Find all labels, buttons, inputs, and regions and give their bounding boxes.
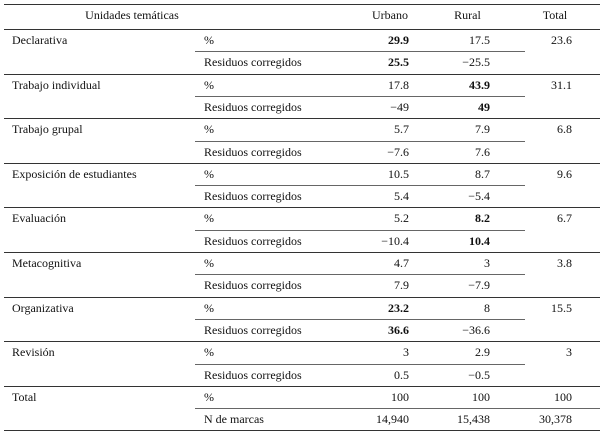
group-name: Trabajo grupal (12, 122, 83, 137)
rule (195, 185, 525, 187)
cell: 10.5 (388, 166, 409, 181)
cell: 9.6 (557, 166, 572, 181)
row-label: % (204, 211, 214, 226)
cell: 23.2 (388, 300, 409, 315)
cell: 17.8 (388, 77, 409, 92)
cell: 3 (566, 345, 572, 360)
header-cell: Total (542, 8, 568, 22)
cell: 6.8 (557, 122, 572, 137)
rule (195, 51, 525, 53)
cell: 8 (484, 300, 490, 315)
rule (4, 29, 600, 30)
rule (4, 207, 600, 209)
cell: 10.4 (469, 233, 490, 248)
header-cell: Unidades temáticas (85, 8, 179, 22)
cell: −10.4 (381, 233, 409, 248)
cell: 5.4 (394, 189, 409, 204)
cell: 2.9 (475, 345, 490, 360)
rule (195, 408, 600, 410)
rule (4, 252, 600, 253)
cell: 30,378 (539, 412, 572, 427)
row-label: % (204, 345, 214, 360)
cell: 49 (478, 99, 490, 114)
row-label: Residuos corregidos (204, 144, 302, 159)
row-label: Residuos corregidos (204, 233, 302, 248)
rule (195, 229, 525, 231)
rule (195, 274, 525, 276)
cell: 3.8 (557, 256, 572, 270)
row-label: Residuos corregidos (204, 55, 302, 70)
rule (4, 385, 600, 387)
row-label: Residuos corregidos (204, 189, 302, 204)
row-label: Residuos corregidos (204, 367, 302, 382)
row-label: % (204, 256, 214, 270)
cell: 100 (391, 389, 409, 404)
cell: −5.4 (468, 189, 490, 204)
row-label: Residuos corregidos (204, 322, 302, 337)
row-label: % (204, 300, 214, 315)
header-cell: Rural (454, 8, 481, 22)
cell: 4.7 (394, 256, 409, 270)
row-label: % (204, 122, 214, 137)
row-label: % (204, 166, 214, 181)
cell: 8.2 (475, 211, 490, 226)
row-label: Residuos corregidos (204, 278, 302, 293)
cell: 31.1 (551, 77, 572, 92)
cell: −49 (390, 99, 409, 114)
cell: 14,940 (376, 412, 409, 427)
cell: 25.5 (388, 55, 409, 70)
cell: −25.5 (462, 55, 490, 70)
group-name: Declarativa (12, 33, 68, 47)
cell: 100 (554, 389, 572, 404)
row-label: N de marcas (204, 412, 264, 427)
cell: 15.5 (551, 300, 572, 315)
group-name: Exposición de estudiantes (12, 166, 137, 181)
cell: −36.6 (462, 322, 490, 337)
cell: 5.7 (394, 122, 409, 137)
rule (4, 430, 600, 432)
rule (195, 318, 525, 320)
rule (195, 140, 525, 142)
cell: 6.7 (557, 211, 572, 226)
cell: 7.9 (394, 278, 409, 293)
group-name: Trabajo individual (12, 77, 101, 92)
rule (4, 296, 600, 298)
group-name: Total (12, 389, 37, 404)
row-label: % (204, 33, 214, 47)
header-cell: Urbano (372, 8, 408, 22)
row-label: % (204, 389, 214, 404)
rule (4, 73, 600, 75)
cell: 36.6 (388, 322, 409, 337)
cell: 43.9 (469, 77, 490, 92)
rule (4, 118, 600, 120)
row-label: % (204, 77, 214, 92)
cell: 8.7 (475, 166, 490, 181)
group-name: Revisión (12, 345, 55, 360)
cell: 7.6 (475, 144, 490, 159)
cell: 3 (484, 256, 490, 270)
cell: −7.6 (387, 144, 409, 159)
group-name: Evaluación (12, 211, 66, 226)
cell: 23.6 (551, 33, 572, 47)
cell: 7.9 (475, 122, 490, 137)
cell: 100 (472, 389, 490, 404)
rule (195, 363, 525, 365)
group-name: Organizativa (12, 300, 74, 315)
rule (4, 4, 600, 5)
rule (4, 341, 600, 343)
cell: 17.5 (469, 33, 490, 47)
rule (195, 95, 525, 97)
cell: 3 (403, 345, 409, 360)
group-name: Metacognitiva (12, 256, 82, 270)
cell: 15,438 (457, 412, 490, 427)
cell: 0.5 (394, 367, 409, 382)
row-label: Residuos corregidos (204, 99, 302, 114)
cell: 5.2 (394, 211, 409, 226)
rule (4, 162, 600, 164)
cell: 29.9 (388, 33, 409, 47)
cell: −0.5 (468, 367, 490, 382)
cell: −7.9 (468, 278, 490, 293)
